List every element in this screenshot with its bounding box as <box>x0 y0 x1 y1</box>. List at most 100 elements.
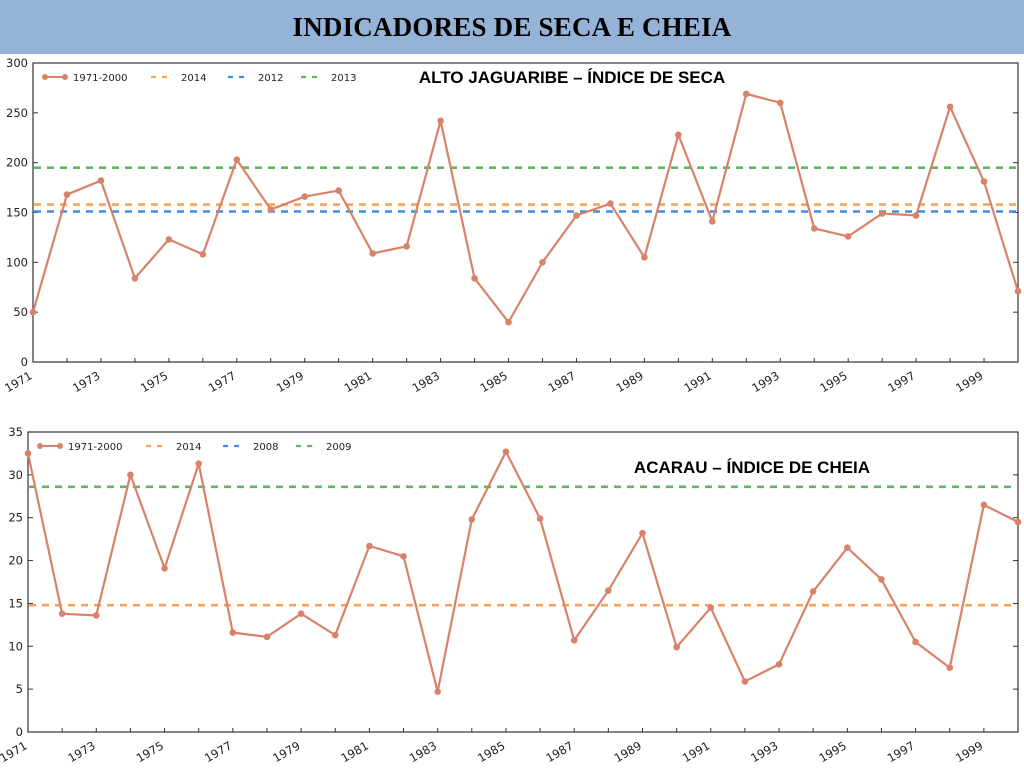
data-point <box>844 544 851 552</box>
data-point <box>63 191 71 198</box>
x-tick-label: 1979 <box>270 738 302 765</box>
header-banner: INDICADORES DE SECA E CHEIA <box>0 0 1024 54</box>
chart-title: ALTO JAGUARIBE – ÍNDICE DE SECA <box>419 68 725 87</box>
data-point <box>468 516 476 523</box>
data-point <box>233 156 241 163</box>
x-tick-label: 1997 <box>885 368 917 395</box>
x-tick-label: 1991 <box>681 368 713 395</box>
x-tick-label: 1985 <box>475 738 507 765</box>
data-point <box>199 251 207 258</box>
x-tick-label: 1983 <box>410 368 442 395</box>
data-point <box>403 243 410 250</box>
data-point <box>707 604 715 612</box>
x-tick-label: 1983 <box>407 738 439 765</box>
data-point <box>229 629 237 636</box>
data-point <box>1014 287 1022 295</box>
legend-label: 2012 <box>258 73 283 84</box>
x-tick-label: 1981 <box>342 368 374 395</box>
data-point <box>366 542 373 550</box>
y-tick-label: 250 <box>6 106 28 120</box>
x-tick-label: 1993 <box>749 368 781 395</box>
data-point <box>742 90 750 98</box>
y-tick-label: 15 <box>8 596 23 610</box>
data-point <box>267 206 275 213</box>
data-point <box>195 460 202 468</box>
series-line <box>31 92 1020 325</box>
x-tick-label: 1999 <box>953 368 985 395</box>
data-point <box>639 529 646 537</box>
data-point <box>434 688 441 696</box>
legend-label: 2014 <box>176 442 201 453</box>
y-tick-label: 10 <box>8 639 23 653</box>
data-point <box>605 587 612 594</box>
y-tick-label: 50 <box>13 305 28 319</box>
data-point <box>1014 518 1022 526</box>
data-point <box>502 448 510 456</box>
data-point <box>301 193 309 200</box>
data-point <box>331 631 339 639</box>
data-point <box>536 515 544 522</box>
data-point <box>127 471 134 479</box>
legend-marker <box>62 74 68 80</box>
data-point <box>912 638 919 646</box>
data-point <box>97 177 105 184</box>
x-tick-label: 1987 <box>543 738 575 765</box>
x-tick-label: 1987 <box>546 368 578 395</box>
x-tick-label: 1991 <box>680 738 712 765</box>
data-point <box>776 99 784 107</box>
x-tick-label: 1975 <box>134 738 166 765</box>
data-point <box>161 564 168 572</box>
data-point <box>810 225 818 232</box>
y-tick-label: 35 <box>8 425 23 439</box>
data-point <box>844 233 852 240</box>
data-point <box>741 678 749 685</box>
x-tick-label: 1973 <box>65 738 97 765</box>
data-point <box>641 254 648 261</box>
data-point <box>878 210 886 217</box>
x-tick-label: 1985 <box>478 368 510 395</box>
y-tick-label: 5 <box>16 682 23 696</box>
x-tick-label: 1995 <box>817 368 849 395</box>
legend-label: 2009 <box>326 442 351 453</box>
x-tick-label: 1975 <box>138 368 170 395</box>
data-point <box>607 200 614 207</box>
data-point <box>709 218 716 225</box>
data-point <box>573 212 580 219</box>
data-point <box>165 236 173 243</box>
y-tick-label: 200 <box>6 156 28 170</box>
y-tick-label: 300 <box>6 56 28 70</box>
data-point <box>92 612 100 619</box>
data-point <box>946 103 954 111</box>
data-point <box>980 501 988 509</box>
series-line <box>26 449 1019 692</box>
data-point <box>335 187 342 194</box>
legend-label: 1971-2000 <box>68 442 123 453</box>
data-point <box>471 274 478 282</box>
x-tick-label: 1997 <box>885 738 917 765</box>
x-tick-label: 1977 <box>206 368 238 395</box>
y-tick-label: 20 <box>8 554 23 568</box>
data-point <box>263 633 271 641</box>
y-tick-label: 0 <box>16 725 23 739</box>
legend-label: 1971-2000 <box>73 73 128 84</box>
x-tick-label: 1999 <box>953 738 985 765</box>
data-point <box>297 610 305 618</box>
data-point <box>539 259 546 266</box>
data-point <box>912 212 920 219</box>
x-tick-label: 1995 <box>816 738 848 765</box>
legend-label: 2014 <box>181 73 206 84</box>
data-point <box>809 588 817 595</box>
data-point <box>131 274 139 282</box>
plot-frame <box>27 431 1019 733</box>
data-point <box>570 636 578 644</box>
chart-title: ACARAU – ÍNDICE DE CHEIA <box>634 458 870 477</box>
x-tick-label: 1981 <box>339 738 371 765</box>
x-tick-label: 1973 <box>70 368 102 395</box>
data-point <box>675 131 682 139</box>
legend-marker <box>37 443 43 449</box>
data-point <box>505 318 512 326</box>
y-tick-label: 0 <box>21 355 28 369</box>
data-point <box>369 250 376 257</box>
y-tick-label: 25 <box>8 511 23 525</box>
legend-marker <box>42 74 48 80</box>
